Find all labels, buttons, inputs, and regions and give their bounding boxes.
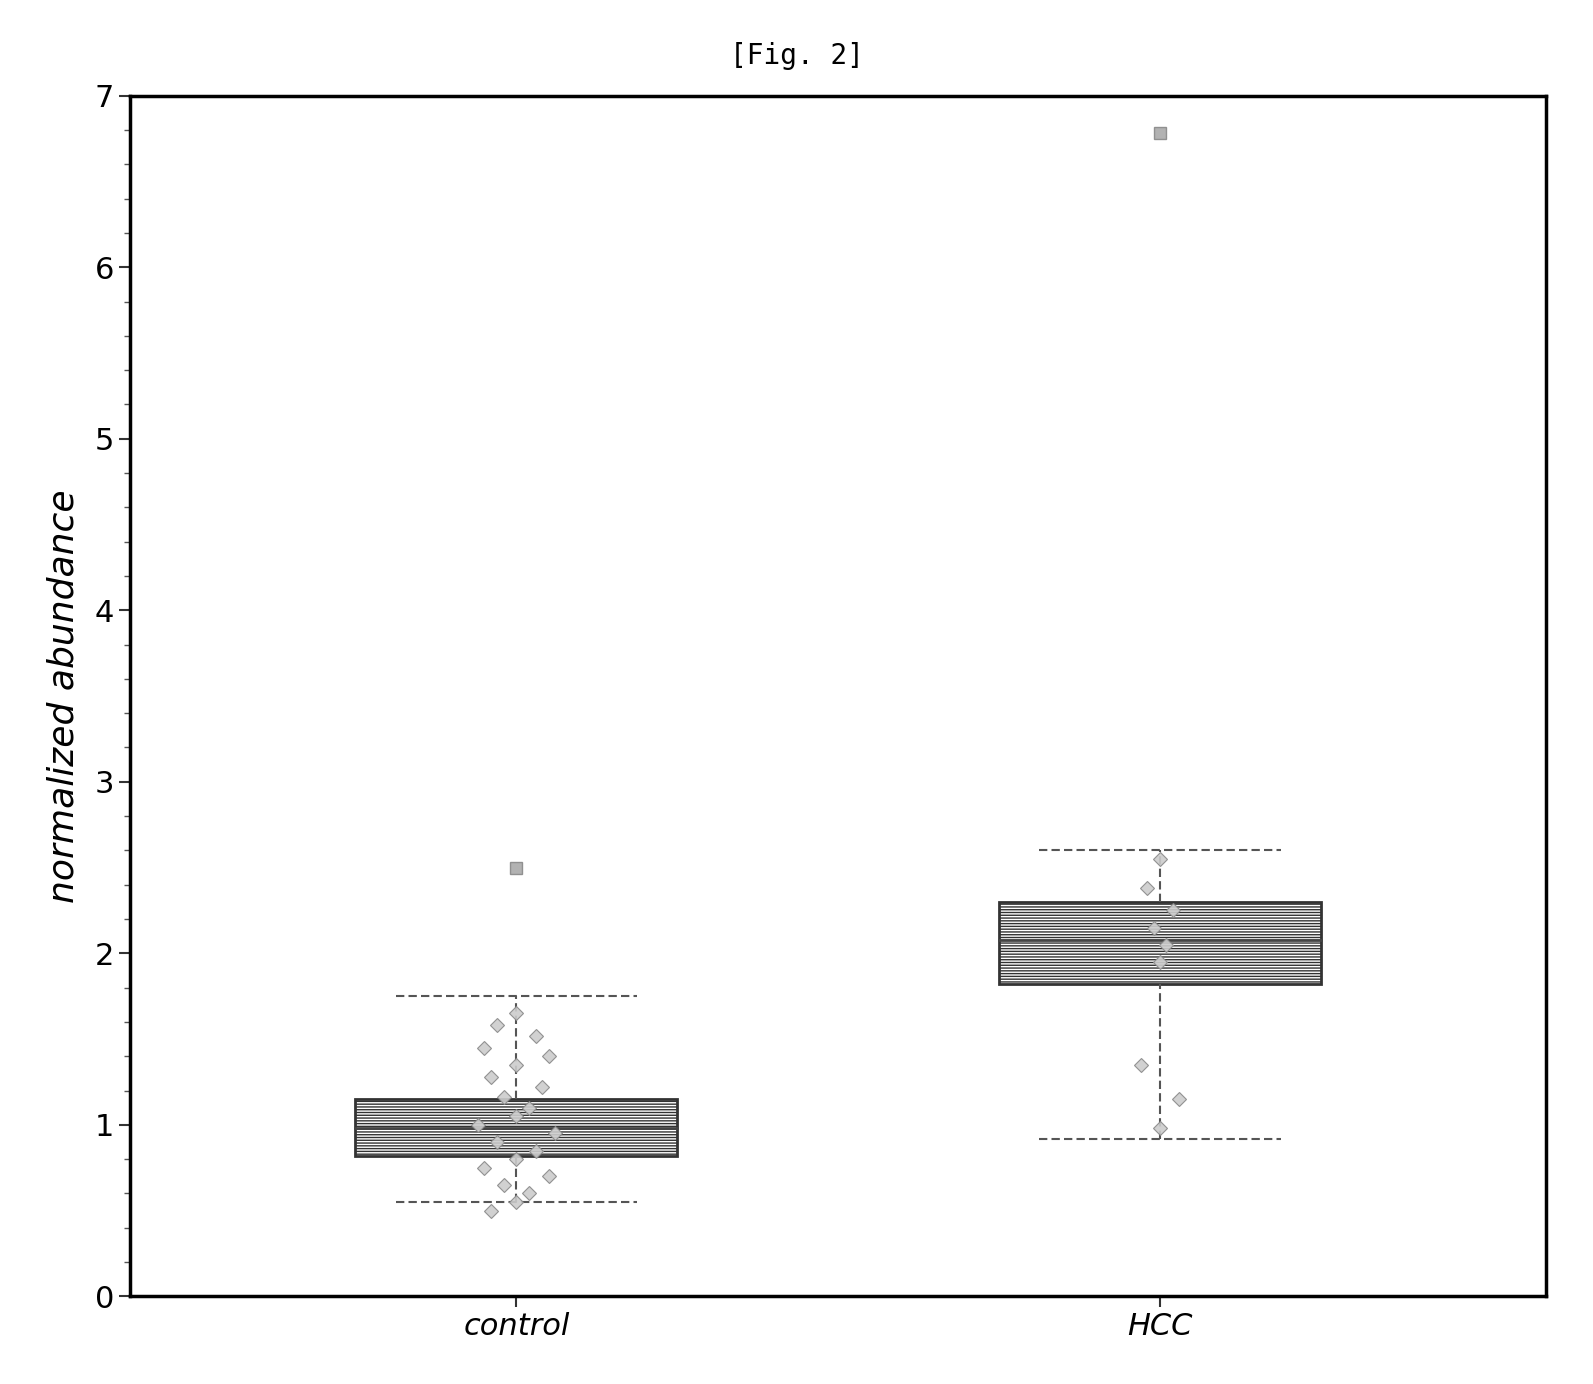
Text: [Fig. 2]: [Fig. 2] — [730, 42, 863, 69]
Y-axis label: normalized abundance: normalized abundance — [46, 489, 81, 902]
Bar — [355, 1099, 677, 1156]
Bar — [999, 902, 1321, 984]
